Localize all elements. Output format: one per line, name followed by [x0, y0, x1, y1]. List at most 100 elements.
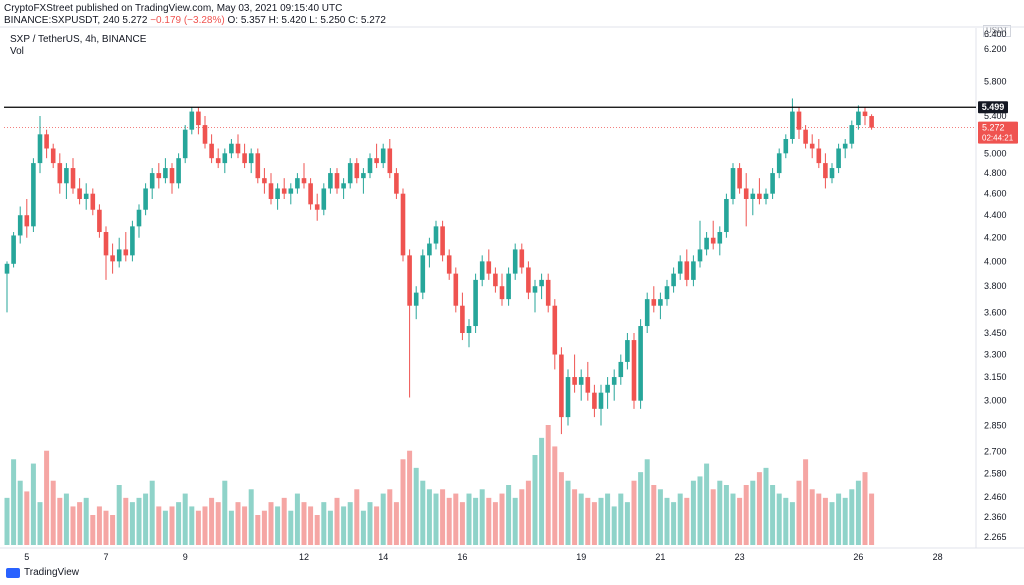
y-tick-label: 4.600 — [984, 189, 1007, 199]
candle-body — [618, 361, 624, 378]
candle-body — [691, 261, 696, 280]
volume-bar — [565, 480, 571, 545]
candle-body — [11, 235, 16, 264]
volume-bar — [763, 467, 769, 545]
volume-bar — [631, 480, 637, 545]
candle-body — [552, 305, 558, 355]
volume-bar — [44, 450, 50, 545]
candle-body — [182, 129, 188, 159]
candle-body — [367, 158, 373, 174]
volume-bar — [651, 485, 657, 545]
volume-bar — [677, 493, 683, 545]
candle-body — [123, 249, 129, 256]
volume-bar — [367, 502, 373, 545]
change-value: −0.179 (−3.28%) — [150, 15, 225, 26]
volume-bar — [776, 493, 782, 545]
candle-body — [466, 326, 472, 334]
volume-bar — [314, 515, 320, 545]
candle-body — [255, 153, 261, 179]
volume-bar — [618, 493, 624, 545]
volume-bar — [690, 480, 696, 545]
volume-bar — [684, 497, 690, 545]
candle-body — [374, 158, 379, 164]
volume-bar — [803, 459, 809, 545]
volume-bar — [255, 515, 261, 545]
candle-body — [493, 273, 498, 287]
volume-bar — [261, 510, 267, 545]
volume-bar — [288, 510, 294, 545]
volume-bar — [294, 493, 300, 545]
x-tick-label: 16 — [457, 552, 467, 562]
candle-body — [737, 168, 742, 189]
candle-body — [526, 267, 531, 293]
volume-bar — [70, 506, 76, 545]
candle-body — [697, 249, 703, 262]
tradingview-brand: TradingView — [24, 567, 80, 578]
candle-body — [149, 173, 155, 189]
volume-bar — [796, 480, 802, 545]
candle-body — [361, 173, 366, 179]
volume-bar — [453, 493, 459, 545]
candle-body — [664, 286, 670, 300]
candle-body — [70, 168, 76, 189]
volume-bar — [723, 485, 729, 545]
volume-bar — [149, 480, 155, 545]
volume-bar — [222, 480, 228, 545]
volume-bar — [374, 506, 380, 545]
candle-body — [677, 261, 683, 274]
volume-bar — [598, 497, 604, 545]
y-tick-label: 2.700 — [984, 447, 1007, 457]
volume-bar — [202, 506, 208, 545]
volume-bar — [855, 480, 861, 545]
candle-body — [658, 299, 663, 306]
candle-body — [321, 188, 327, 210]
y-tick-label: 5.400 — [984, 111, 1007, 121]
candle-body — [308, 183, 313, 205]
volume-bar — [268, 502, 274, 545]
volume-bar — [486, 497, 492, 545]
y-tick-label: 3.000 — [984, 396, 1007, 406]
volume-bar — [664, 497, 670, 545]
candle-body — [532, 286, 538, 293]
candle-body — [24, 215, 30, 227]
candle-body — [770, 173, 775, 194]
resistance-label: 5.499 — [982, 102, 1005, 112]
volume-bar — [110, 515, 116, 545]
candle-body — [803, 129, 808, 144]
candle-body — [440, 226, 445, 256]
candle-body — [750, 193, 756, 199]
candle-body — [611, 377, 617, 385]
candle-body — [262, 178, 267, 184]
candle-body — [64, 168, 69, 184]
volume-bar — [591, 502, 597, 545]
candle-body — [143, 188, 148, 210]
candle-body — [506, 273, 511, 300]
resistance-label-box — [978, 101, 1008, 114]
y-tick-label: 2.460 — [984, 492, 1007, 502]
candle-body — [110, 255, 115, 262]
volume-bar — [360, 510, 366, 545]
candle-body — [314, 204, 320, 210]
candle-body — [301, 178, 307, 184]
y-tick-label: 2.265 — [984, 532, 1007, 542]
ohlc-values: O: 5.357 H: 5.420 L: 5.250 C: 5.272 — [227, 15, 386, 26]
y-tick-label: 3.800 — [984, 281, 1007, 291]
candle-body — [97, 209, 102, 233]
candle-body — [235, 143, 241, 154]
y-tick-label: 5.000 — [984, 148, 1007, 158]
volume-bar — [473, 497, 479, 545]
volume-bar — [393, 502, 399, 545]
y-tick-label: 3.300 — [984, 350, 1007, 360]
candle-body — [539, 279, 544, 287]
candle-body — [17, 215, 23, 236]
x-tick-label: 26 — [853, 552, 863, 562]
candle-body — [605, 384, 610, 393]
volume-bar — [585, 497, 591, 545]
candle-body — [433, 226, 439, 244]
volume-bar — [446, 497, 452, 545]
candle-body — [849, 125, 855, 144]
y-tick-label: 3.600 — [984, 307, 1007, 317]
candle-body — [156, 173, 162, 179]
candle-body — [585, 377, 591, 393]
